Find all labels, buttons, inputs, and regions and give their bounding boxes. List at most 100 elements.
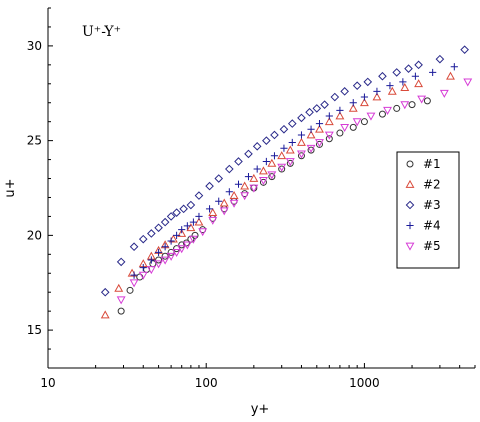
- data-point: [270, 152, 279, 160]
- data-point: [439, 89, 449, 98]
- x-tick-label: 1000: [349, 376, 380, 390]
- legend-marker: [406, 221, 414, 230]
- data-point: [189, 218, 198, 226]
- data-point: [129, 242, 139, 252]
- data-point: [166, 252, 176, 261]
- legend-marker: [405, 200, 415, 210]
- legend-box: [396, 151, 460, 269]
- data-point: [349, 99, 357, 107]
- data-point: [320, 100, 329, 109]
- data-point: [154, 223, 163, 233]
- x-tick-label: 100: [195, 376, 218, 390]
- data-point: [285, 158, 295, 167]
- data-point: [116, 296, 126, 305]
- data-point: [240, 181, 250, 190]
- y-tick-label: 20: [27, 228, 42, 242]
- data-point: [244, 173, 253, 181]
- data-point: [279, 124, 289, 134]
- data-point: [234, 157, 243, 166]
- data-point: [215, 197, 223, 205]
- data-point: [249, 184, 259, 193]
- data-point: [297, 131, 306, 139]
- data-point: [172, 249, 182, 258]
- legend-marker: [405, 242, 415, 251]
- axis-ticks: 10 100 1000 15 20 25 30: [27, 7, 476, 390]
- data-point: [249, 173, 259, 182]
- data-point: [429, 68, 437, 77]
- data-point: [240, 192, 250, 201]
- data-point: [359, 98, 369, 107]
- data-point: [225, 164, 234, 174]
- data-point: [288, 138, 296, 147]
- data-point: [307, 125, 315, 133]
- data-point: [336, 129, 344, 137]
- data-point: [100, 310, 110, 319]
- data-point: [179, 204, 188, 214]
- data-point: [147, 256, 155, 264]
- data-point: [268, 173, 276, 181]
- data-point: [130, 271, 138, 279]
- data-point: [138, 234, 148, 244]
- data-point: [177, 228, 187, 237]
- data-point: [324, 131, 334, 140]
- data-point: [325, 112, 333, 120]
- legend-label: #4: [423, 219, 441, 233]
- data-point: [147, 229, 156, 238]
- data-point: [360, 93, 369, 101]
- y-tick-label: 15: [27, 323, 42, 337]
- data-point: [386, 82, 394, 90]
- data-point: [155, 256, 163, 264]
- data-point: [195, 212, 203, 221]
- data-point: [126, 286, 134, 294]
- legend-label: #5: [423, 239, 441, 253]
- data-point: [270, 130, 279, 140]
- data-point: [214, 174, 224, 183]
- data-point: [191, 231, 199, 239]
- y-tick-label: 30: [27, 39, 42, 53]
- data-point: [414, 60, 423, 70]
- data-point: [277, 151, 287, 160]
- data-point: [378, 110, 386, 118]
- data-point: [315, 124, 324, 133]
- data-point: [297, 113, 306, 123]
- data-point: [253, 165, 261, 173]
- data-point: [297, 137, 306, 146]
- data-point: [285, 145, 295, 154]
- legend-label: #3: [423, 198, 441, 212]
- series-3: [100, 45, 469, 297]
- data-point: [373, 87, 381, 95]
- data-point: [219, 207, 229, 216]
- data-point: [229, 199, 239, 208]
- data-point: [178, 226, 186, 234]
- data-point: [400, 82, 410, 91]
- data-point: [277, 163, 287, 172]
- data-point: [225, 188, 233, 196]
- x-axis-label: y+: [251, 402, 270, 417]
- data-point: [154, 248, 163, 257]
- data-point: [267, 171, 277, 180]
- data-point: [154, 260, 164, 269]
- data-point: [360, 118, 368, 126]
- data-point: [423, 97, 431, 105]
- data-point: [186, 200, 196, 210]
- legend-label: #2: [423, 178, 441, 192]
- data-point: [160, 217, 170, 227]
- data-point: [336, 106, 344, 114]
- data-point: [348, 103, 358, 112]
- legend-marker: [406, 160, 414, 168]
- data-point: [138, 271, 148, 280]
- data-point: [194, 217, 204, 226]
- data-point: [446, 71, 455, 80]
- data-point: [262, 157, 270, 166]
- data-point: [463, 78, 473, 87]
- data-point: [399, 78, 407, 86]
- legend-marker: [405, 179, 415, 188]
- data-point: [460, 45, 469, 54]
- x-tick-label: 10: [40, 376, 55, 390]
- data-point: [139, 263, 147, 272]
- data-point: [173, 231, 181, 239]
- series-1: [117, 97, 431, 315]
- data-point: [117, 307, 125, 315]
- data-point: [186, 223, 196, 232]
- data-point: [267, 158, 277, 167]
